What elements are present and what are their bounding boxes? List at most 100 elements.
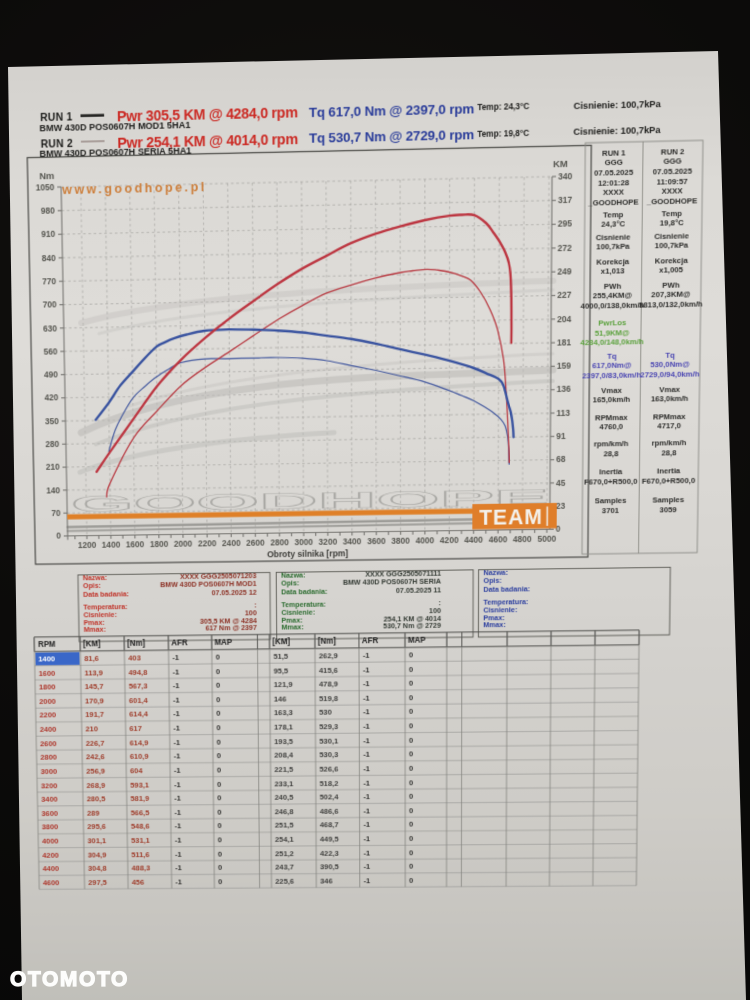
svg-text:145,7: 145,7 xyxy=(85,682,104,691)
svg-text:0: 0 xyxy=(217,752,222,761)
svg-text:0: 0 xyxy=(409,820,414,829)
svg-text:Inertia: Inertia xyxy=(657,467,681,476)
svg-text:526,6: 526,6 xyxy=(319,765,338,774)
svg-text:113: 113 xyxy=(556,408,570,418)
svg-text:Cisnienie:: Cisnienie: xyxy=(483,605,517,614)
svg-text:3400: 3400 xyxy=(343,537,362,547)
svg-text:262,9: 262,9 xyxy=(319,651,339,660)
svg-text:Nazwa:: Nazwa: xyxy=(83,573,107,582)
svg-text:-1: -1 xyxy=(363,793,370,802)
svg-text:PWh: PWh xyxy=(662,280,680,289)
svg-text:-1: -1 xyxy=(363,807,370,816)
svg-text:-1: -1 xyxy=(174,752,181,761)
svg-text:233,1: 233,1 xyxy=(274,779,293,788)
svg-text:2200: 2200 xyxy=(198,539,217,549)
svg-text:840: 840 xyxy=(42,253,56,263)
svg-text:0: 0 xyxy=(556,524,561,534)
svg-text:Samples: Samples xyxy=(595,496,627,505)
svg-text:390,5: 390,5 xyxy=(320,863,339,872)
svg-text:530,1: 530,1 xyxy=(319,736,338,745)
svg-text:Nazwa:: Nazwa: xyxy=(281,571,305,580)
svg-text:490: 490 xyxy=(44,370,58,380)
svg-text:BMW 430D POS0607H SERIA: BMW 430D POS0607H SERIA xyxy=(343,577,442,587)
svg-text:3600: 3600 xyxy=(41,809,58,818)
svg-text:100: 100 xyxy=(429,606,441,615)
svg-text:2000: 2000 xyxy=(174,539,193,549)
svg-text:4000,0/138,0km/h: 4000,0/138,0km/h xyxy=(581,300,645,310)
svg-text:Mmax:: Mmax: xyxy=(281,623,303,632)
svg-text:530,0Nm@: 530,0Nm@ xyxy=(650,360,690,370)
svg-text:249: 249 xyxy=(557,266,572,276)
svg-text:530,3: 530,3 xyxy=(319,751,338,760)
svg-text:07.05.2025: 07.05.2025 xyxy=(594,168,634,178)
svg-text:KM: KM xyxy=(553,159,568,171)
svg-text:415,6: 415,6 xyxy=(319,666,339,675)
svg-text:rpm/km/h: rpm/km/h xyxy=(652,439,687,448)
svg-text:420: 420 xyxy=(44,393,58,403)
svg-text:GGG: GGG xyxy=(663,156,681,166)
svg-text:Tq: Tq xyxy=(665,351,675,360)
svg-text:530: 530 xyxy=(319,708,332,717)
svg-text:163,3: 163,3 xyxy=(274,709,293,718)
svg-text:0: 0 xyxy=(409,848,414,857)
svg-text:4000: 4000 xyxy=(416,536,435,546)
svg-text:272: 272 xyxy=(558,242,573,252)
svg-text:Korekcja: Korekcja xyxy=(596,257,630,267)
svg-text:RUN 1: RUN 1 xyxy=(602,148,626,158)
svg-text:-1: -1 xyxy=(175,878,182,887)
svg-text:3059: 3059 xyxy=(660,505,678,514)
svg-text:456: 456 xyxy=(132,878,145,887)
svg-text:0: 0 xyxy=(216,681,221,690)
svg-text:MAP: MAP xyxy=(215,638,233,647)
svg-text:51,5: 51,5 xyxy=(273,652,288,661)
svg-text:159: 159 xyxy=(557,361,571,371)
svg-text:-1: -1 xyxy=(363,779,370,788)
svg-text:2200: 2200 xyxy=(39,711,56,720)
svg-text:Nm: Nm xyxy=(39,171,54,182)
svg-text:Obroty silnika [rpm]: Obroty silnika [rpm] xyxy=(267,549,348,560)
svg-text:548,6: 548,6 xyxy=(131,822,150,831)
svg-text:210: 210 xyxy=(85,725,98,734)
svg-text:MAP: MAP xyxy=(408,636,426,645)
svg-text:502,4: 502,4 xyxy=(320,793,339,802)
svg-text:rpm/km/h: rpm/km/h xyxy=(594,440,629,449)
svg-text:x1,005: x1,005 xyxy=(659,266,684,276)
svg-text:3701: 3701 xyxy=(602,506,620,515)
svg-text:Vmax: Vmax xyxy=(659,385,680,394)
svg-text:-1: -1 xyxy=(364,849,371,858)
svg-text:255,4KM@: 255,4KM@ xyxy=(593,291,633,301)
svg-text:560: 560 xyxy=(43,346,57,356)
svg-text:140: 140 xyxy=(46,485,60,495)
svg-text:0: 0 xyxy=(218,822,223,831)
svg-text:3813,0/132,0km/h: 3813,0/132,0km/h xyxy=(639,299,703,309)
svg-text:3800: 3800 xyxy=(391,536,410,546)
svg-text:181: 181 xyxy=(557,337,571,347)
svg-text:Temp: 19,8°C: Temp: 19,8°C xyxy=(477,128,529,139)
svg-text:F670,0+R500,0: F670,0+R500,0 xyxy=(642,476,696,486)
svg-text:-1: -1 xyxy=(174,766,181,775)
svg-text:567,3: 567,3 xyxy=(129,682,148,691)
svg-text:1800: 1800 xyxy=(150,540,169,550)
svg-text:_GOODHOPE: _GOODHOPE xyxy=(646,197,698,207)
svg-text:0: 0 xyxy=(409,693,414,702)
svg-text:146: 146 xyxy=(274,695,287,704)
svg-text:0: 0 xyxy=(409,651,414,660)
svg-text:4717,0: 4717,0 xyxy=(657,422,681,431)
svg-text:Temperatura:: Temperatura: xyxy=(483,597,528,606)
svg-text:0: 0 xyxy=(409,778,414,787)
svg-text:254,1: 254,1 xyxy=(275,835,294,844)
svg-text:-1: -1 xyxy=(363,665,370,674)
svg-text:XXXX GGG2505071203: XXXX GGG2505071203 xyxy=(180,571,256,581)
svg-text:F670,0+R500,0: F670,0+R500,0 xyxy=(584,477,638,487)
svg-text:-1: -1 xyxy=(173,710,180,719)
svg-text:3600: 3600 xyxy=(367,537,386,547)
svg-text:-1: -1 xyxy=(363,736,370,745)
svg-text:617: 617 xyxy=(129,724,142,733)
svg-text:518,2: 518,2 xyxy=(320,779,339,788)
svg-text:Cisnienie:: Cisnienie: xyxy=(281,608,315,617)
svg-text:[KM]: [KM] xyxy=(272,638,290,647)
svg-text:07.05.2025: 07.05.2025 xyxy=(653,166,693,176)
svg-text:350: 350 xyxy=(45,416,59,426)
svg-text:Vmax: Vmax xyxy=(601,386,622,395)
svg-text:297,5: 297,5 xyxy=(88,878,107,887)
